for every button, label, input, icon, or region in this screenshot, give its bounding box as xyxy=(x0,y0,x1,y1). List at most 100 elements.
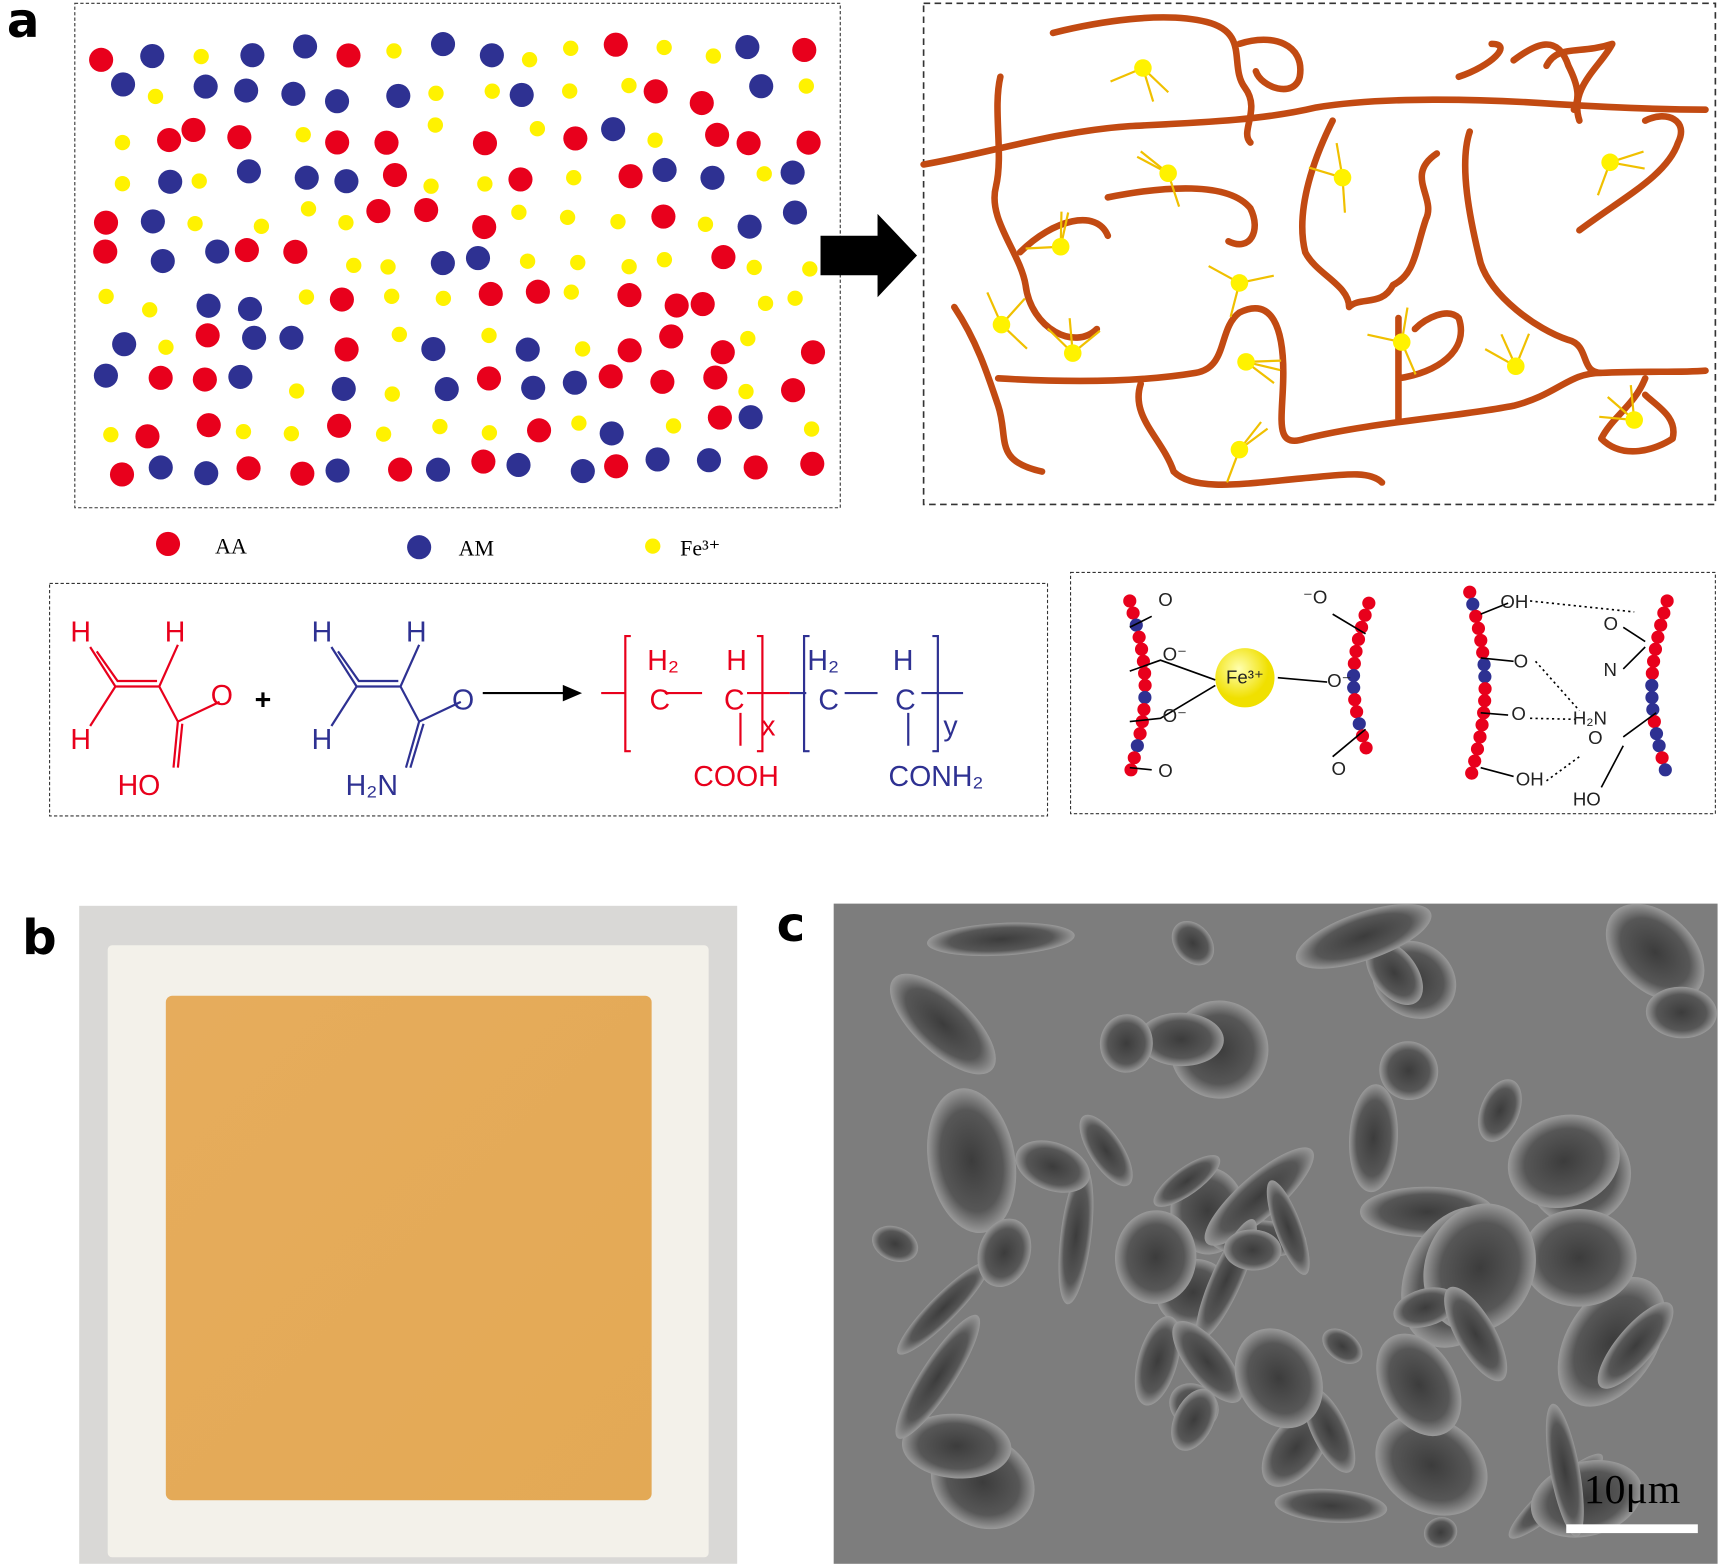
dot xyxy=(421,336,446,362)
dot xyxy=(511,204,527,221)
dot xyxy=(298,289,315,305)
dot xyxy=(803,421,820,437)
dot xyxy=(665,418,682,434)
dot xyxy=(570,254,586,271)
sem-pores xyxy=(872,903,1717,1548)
dot xyxy=(391,326,408,343)
dot xyxy=(617,283,642,308)
ion-label: Fe³⁺ xyxy=(1226,667,1264,688)
dot xyxy=(802,261,818,277)
atom: H xyxy=(893,645,914,677)
pore xyxy=(1444,1286,1508,1382)
bead xyxy=(1476,645,1490,660)
bead xyxy=(1348,693,1362,707)
bead xyxy=(1649,727,1664,741)
pore xyxy=(1153,1155,1221,1207)
interaction-bonds xyxy=(1129,600,1657,788)
pore xyxy=(1379,1041,1439,1101)
dot xyxy=(707,405,732,430)
dot xyxy=(521,51,538,68)
pore xyxy=(1134,1315,1181,1406)
dot xyxy=(158,169,183,194)
crosslinks xyxy=(986,59,1645,483)
dot xyxy=(195,323,220,348)
pore xyxy=(897,1261,990,1355)
dot xyxy=(336,43,361,68)
dot xyxy=(430,32,456,57)
atom: C xyxy=(895,684,916,716)
bead xyxy=(1138,690,1152,705)
dot xyxy=(283,239,308,264)
dot xyxy=(571,415,587,431)
dot xyxy=(736,131,761,156)
polymer-beads xyxy=(1123,585,1674,780)
atom: HO xyxy=(1573,788,1601,809)
bead xyxy=(1359,741,1373,755)
node xyxy=(1230,440,1249,459)
dot xyxy=(334,337,359,362)
atom: C xyxy=(724,684,745,716)
bead xyxy=(1647,654,1661,668)
atom: H₂ xyxy=(647,645,679,677)
dot xyxy=(481,327,497,344)
dot xyxy=(508,167,533,192)
dot xyxy=(110,72,136,97)
dot xyxy=(506,452,531,478)
dot xyxy=(570,459,595,484)
dot xyxy=(327,413,352,438)
legend-swatch xyxy=(155,531,181,556)
dot xyxy=(425,457,451,482)
bead xyxy=(1347,681,1361,695)
dot xyxy=(93,363,118,388)
bead xyxy=(1645,666,1659,680)
pore xyxy=(1545,1403,1584,1537)
dot xyxy=(432,418,448,435)
iron-ion xyxy=(1215,648,1275,708)
arrow xyxy=(820,213,918,298)
dot xyxy=(427,117,444,133)
pore xyxy=(1266,1180,1310,1275)
subscript: y xyxy=(943,711,958,743)
dot xyxy=(603,32,628,57)
dot xyxy=(181,117,206,142)
atom: N xyxy=(1604,659,1617,680)
dot xyxy=(93,239,118,264)
dot xyxy=(140,44,165,69)
dot xyxy=(98,288,114,305)
atom: O xyxy=(1158,589,1172,610)
pore xyxy=(1605,903,1705,1001)
dot xyxy=(472,131,498,156)
pore xyxy=(1204,1147,1314,1246)
atom: H xyxy=(406,616,427,648)
dot xyxy=(471,449,496,474)
dot xyxy=(563,284,579,300)
dot xyxy=(192,367,217,392)
dot xyxy=(150,248,175,274)
atom: O xyxy=(1332,758,1347,779)
dot xyxy=(527,418,552,443)
node xyxy=(1507,357,1525,376)
dot xyxy=(283,425,300,442)
dot xyxy=(279,325,304,350)
atom: O xyxy=(1588,727,1602,748)
panel-label: c xyxy=(777,897,806,953)
pore xyxy=(1597,1302,1674,1389)
dot xyxy=(103,426,119,443)
bead xyxy=(1137,702,1151,717)
dot xyxy=(484,83,500,99)
bead xyxy=(1127,751,1141,765)
bead xyxy=(1651,630,1665,644)
dot xyxy=(781,378,806,403)
dot xyxy=(737,214,762,239)
dot xyxy=(598,364,623,389)
bead xyxy=(1470,742,1485,756)
atom: O xyxy=(1511,703,1526,724)
dot xyxy=(114,134,131,151)
bead xyxy=(1647,715,1661,729)
atom: O⁻ xyxy=(1163,644,1187,665)
dot xyxy=(375,426,392,442)
node xyxy=(1134,59,1152,77)
panel-label: b xyxy=(22,910,57,966)
atom: O xyxy=(1158,760,1172,781)
pore xyxy=(901,1413,1012,1479)
